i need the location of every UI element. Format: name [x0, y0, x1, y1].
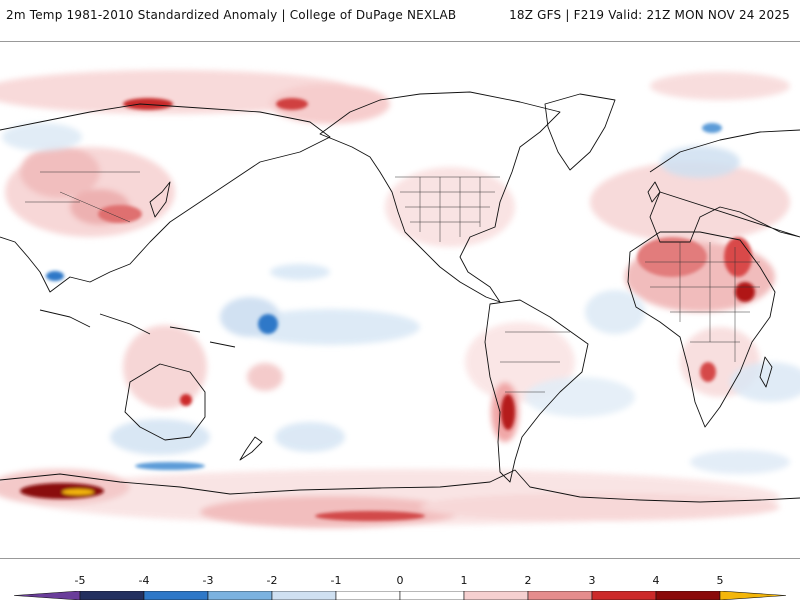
legend-tick-label: -3 — [202, 574, 214, 587]
uk-coastline — [647, 181, 661, 203]
japan-coastline — [149, 181, 171, 218]
colorbar-segment — [655, 591, 721, 600]
legend-tick-label: 2 — [524, 574, 532, 587]
warm-anomaly-shading — [0, 70, 790, 528]
colorbar-segment — [79, 591, 145, 600]
antarctica-coastline — [0, 469, 800, 503]
colorbar-legend: -5 -4 -3 -2 -1 0 1 2 3 4 5 — [0, 570, 800, 600]
north-america-coastline — [319, 91, 561, 303]
anomaly-map-canvas — [0, 70, 800, 528]
south-america-coastline — [484, 299, 589, 483]
colorbar-segment — [527, 591, 593, 600]
map-header: 2m Temp 1981-2010 Standardized Anomaly |… — [0, 0, 800, 30]
colorbar-segment — [399, 591, 465, 600]
colorbar-segment — [591, 591, 657, 600]
legend-tick-label: 3 — [588, 574, 596, 587]
new-zealand-coastline — [239, 436, 263, 461]
colorbar-segment — [335, 591, 401, 600]
strong-cold-cores — [46, 123, 722, 470]
greenland-coastline — [544, 93, 616, 171]
eurasia-coastline — [0, 103, 800, 293]
colorbar-high-cap — [719, 591, 787, 600]
coastlines — [0, 91, 800, 503]
africa-coastline — [627, 231, 776, 428]
maritime-continent-coastline — [39, 309, 236, 348]
colorbar — [13, 591, 787, 600]
legend-tick-label: 0 — [396, 574, 404, 587]
product-title: 2m Temp 1981-2010 Standardized Anomaly |… — [6, 8, 457, 22]
madagascar-coastline — [759, 356, 773, 388]
political-borders — [25, 171, 760, 393]
model-valid-time: 18Z GFS | F219 Valid: 21Z MON NOV 24 202… — [509, 8, 790, 22]
legend-tick-label: 1 — [460, 574, 468, 587]
colorbar-segment — [463, 591, 529, 600]
legend-tick-label: -1 — [330, 574, 342, 587]
colorbar-segment — [143, 591, 209, 600]
colorbar-segment — [207, 591, 273, 600]
world-anomaly-map — [0, 41, 800, 559]
legend-tick-label: 5 — [716, 574, 724, 587]
australia-coastline — [124, 363, 206, 441]
colorbar-low-cap — [13, 591, 81, 600]
legend-tick-label: -5 — [74, 574, 86, 587]
cold-anomaly-shading — [2, 123, 800, 474]
legend-tick-label: -2 — [266, 574, 278, 587]
colorbar-segment — [271, 591, 337, 600]
legend-tick-label: -4 — [138, 574, 150, 587]
legend-tick-label: 4 — [652, 574, 660, 587]
